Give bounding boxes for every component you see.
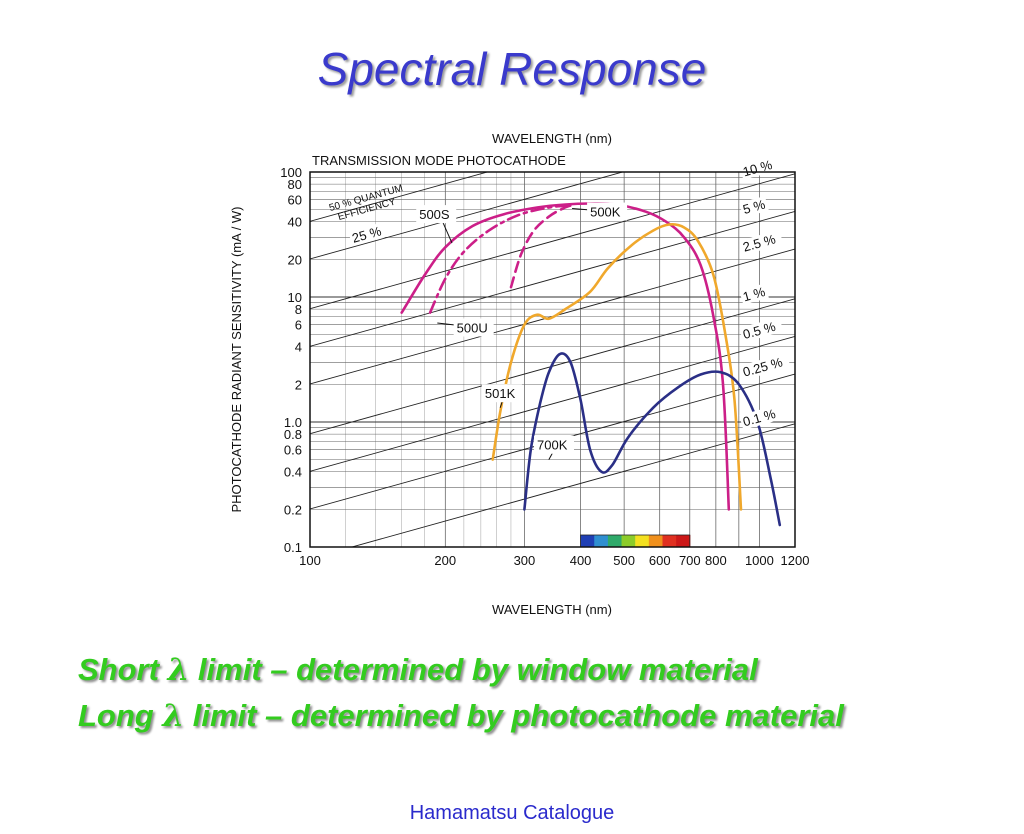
callout-bg	[587, 202, 628, 221]
y-tick-label: 10	[288, 290, 302, 305]
spectrum-band-segment	[594, 535, 609, 547]
qe-label-bg	[739, 352, 791, 381]
qe-label-bg	[739, 196, 769, 218]
x-tick-label: 700	[679, 553, 701, 568]
y-axis-label: PHOTOCATHODE RADIANT SENSITIVITY (mA / W…	[229, 206, 244, 512]
callout-bg	[453, 318, 494, 337]
spectrum-band-segment	[662, 535, 677, 547]
qe-label: 1 %	[741, 284, 767, 305]
spectrum-band-segment	[648, 535, 663, 547]
plot-frame	[309, 171, 796, 548]
callout-bg	[416, 205, 457, 224]
y-tick-label: 0.4	[284, 465, 302, 480]
qe-label: 10 %	[741, 157, 774, 180]
x-tick-label: 100	[299, 553, 321, 568]
bullet-short-limit-before: Short	[78, 652, 168, 687]
series-label-500k: 500K	[590, 205, 621, 220]
bullet-short-limit-after: limit – determined by window material	[189, 652, 758, 687]
x-tick-label: 200	[434, 553, 456, 568]
x-tick-label: 1200	[781, 553, 810, 568]
series-line-700k	[523, 352, 782, 527]
qe-line	[310, 172, 625, 260]
x-tick-label: 400	[570, 553, 592, 568]
y-tick-label: 80	[288, 177, 302, 192]
bullet-short-limit: Short λ limit – determined by window mat…	[78, 652, 758, 688]
y-tick-label: 4	[295, 340, 302, 355]
x-tick-label: 300	[514, 553, 536, 568]
callout-bg	[534, 435, 575, 454]
lambda-symbol: λ	[167, 652, 190, 688]
qe-line	[310, 335, 795, 472]
series-label-500u: 500U	[457, 320, 488, 335]
y-tick-label: 40	[288, 215, 302, 230]
callout-bg	[481, 384, 522, 403]
chart-subtitle: TRANSMISSION MODE PHOTOCATHODE	[312, 153, 566, 168]
qe-label-bg	[348, 222, 386, 247]
qe-line	[310, 210, 795, 347]
y-tick-label: 0.2	[284, 502, 302, 517]
bullet-long-limit-before: Long	[78, 698, 163, 733]
qe-label: 5 %	[741, 196, 767, 217]
x-tick-label: 600	[649, 553, 671, 568]
qe-label-bg	[739, 229, 784, 256]
spectrum-band-segment	[676, 535, 691, 547]
spectrum-band-segment	[635, 535, 650, 547]
slide-title: Spectral Response	[317, 43, 707, 95]
qe-line	[350, 423, 795, 547]
spectrum-band-segment	[580, 535, 595, 547]
chart-series	[400, 202, 782, 527]
y-tick-label: 60	[288, 193, 302, 208]
visible-spectrum-band	[580, 534, 691, 548]
x-axis-label: WAVELENGTH (nm)	[492, 602, 612, 617]
y-tick-label: 8	[295, 302, 302, 317]
qe-label-bg	[739, 283, 769, 305]
y-tick-label: 2	[295, 377, 302, 392]
source-credit: Hamamatsu Catalogue	[409, 802, 615, 824]
qe-line	[310, 173, 795, 310]
qe-label: 0.25 %	[741, 354, 784, 379]
qe-label-bg	[739, 156, 777, 180]
y-tick-label: 0.6	[284, 443, 302, 458]
bullet-long-limit-after: limit – determined by photocathode mater…	[184, 698, 844, 733]
y-tick-label: 20	[288, 252, 302, 267]
x-tick-label: 1000	[745, 553, 774, 568]
y-tick-label: 1.0	[284, 415, 302, 430]
spectrum-band-segment	[621, 535, 636, 547]
series-line-500u	[428, 204, 572, 314]
series-label-501k: 501K	[485, 386, 516, 401]
y-tick-label: 6	[295, 318, 302, 333]
qe-label-bg	[739, 404, 784, 430]
chart-top-axis-title: WAVELENGTH (nm)	[492, 131, 612, 146]
qe-line	[310, 172, 489, 222]
series-line-500k	[509, 204, 572, 289]
series-line-500s	[400, 202, 731, 511]
qe-label-bg	[739, 316, 784, 343]
spectrum-band-segment	[607, 535, 623, 547]
x-tick-label: 800	[705, 553, 727, 568]
bullet-long-limit: Long λ limit – determined by photocathod…	[78, 698, 844, 734]
series-label-700k: 700K	[537, 438, 568, 453]
qe-label: 50 % QUANTUMEFFICIENCY	[328, 183, 407, 225]
y-tick-label: 0.1	[284, 540, 302, 555]
y-tick-label: 0.8	[284, 427, 302, 442]
chart-grid	[309, 171, 796, 548]
y-tick-label: 100	[280, 165, 302, 180]
axis-ticks: 100 200 300 400 500 600 700 800 1000 1200 0.1 0.2 0.…	[280, 165, 809, 568]
series-line-501k	[491, 223, 743, 511]
lambda-symbol: λ	[162, 698, 185, 734]
series-label-500s: 500S	[419, 207, 450, 222]
qe-label: 25 %	[350, 223, 383, 246]
x-tick-label: 500	[613, 553, 635, 568]
